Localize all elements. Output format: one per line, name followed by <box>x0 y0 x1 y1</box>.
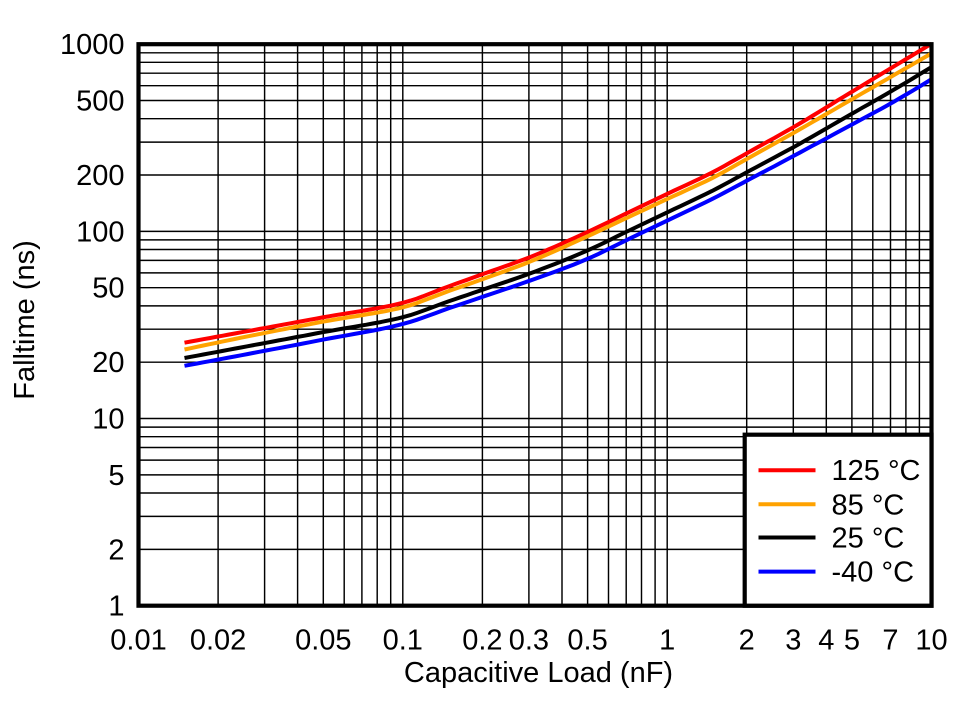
svg-text:10: 10 <box>915 625 947 657</box>
svg-text:125 °C: 125 °C <box>832 455 921 487</box>
svg-text:0.5: 0.5 <box>567 625 607 657</box>
svg-text:4: 4 <box>818 625 834 657</box>
svg-text:500: 500 <box>76 86 124 118</box>
svg-text:85 °C: 85 °C <box>832 489 905 521</box>
svg-text:0.02: 0.02 <box>190 625 246 657</box>
svg-text:1000: 1000 <box>60 29 125 61</box>
svg-text:3: 3 <box>785 625 801 657</box>
svg-text:0.05: 0.05 <box>295 625 351 657</box>
svg-text:0.1: 0.1 <box>383 625 423 657</box>
svg-text:100: 100 <box>76 216 124 248</box>
svg-text:1: 1 <box>108 591 124 623</box>
svg-text:25 °C: 25 °C <box>832 523 905 555</box>
svg-text:7: 7 <box>882 625 898 657</box>
svg-text:Falltime (ns): Falltime (ns) <box>9 240 41 400</box>
svg-text:5: 5 <box>844 625 860 657</box>
svg-text:10: 10 <box>92 404 124 436</box>
svg-text:1: 1 <box>659 625 675 657</box>
svg-text:20: 20 <box>92 347 124 379</box>
svg-text:50: 50 <box>92 273 124 305</box>
svg-text:0.3: 0.3 <box>509 625 549 657</box>
svg-text:-40 °C: -40 °C <box>832 557 915 589</box>
svg-text:0.01: 0.01 <box>110 625 166 657</box>
svg-text:2: 2 <box>739 625 755 657</box>
svg-text:5: 5 <box>108 460 124 492</box>
svg-text:Capacitive Load (nF): Capacitive Load (nF) <box>404 657 673 689</box>
svg-text:0.2: 0.2 <box>462 625 502 657</box>
svg-text:2: 2 <box>108 534 124 566</box>
svg-text:200: 200 <box>76 160 124 192</box>
